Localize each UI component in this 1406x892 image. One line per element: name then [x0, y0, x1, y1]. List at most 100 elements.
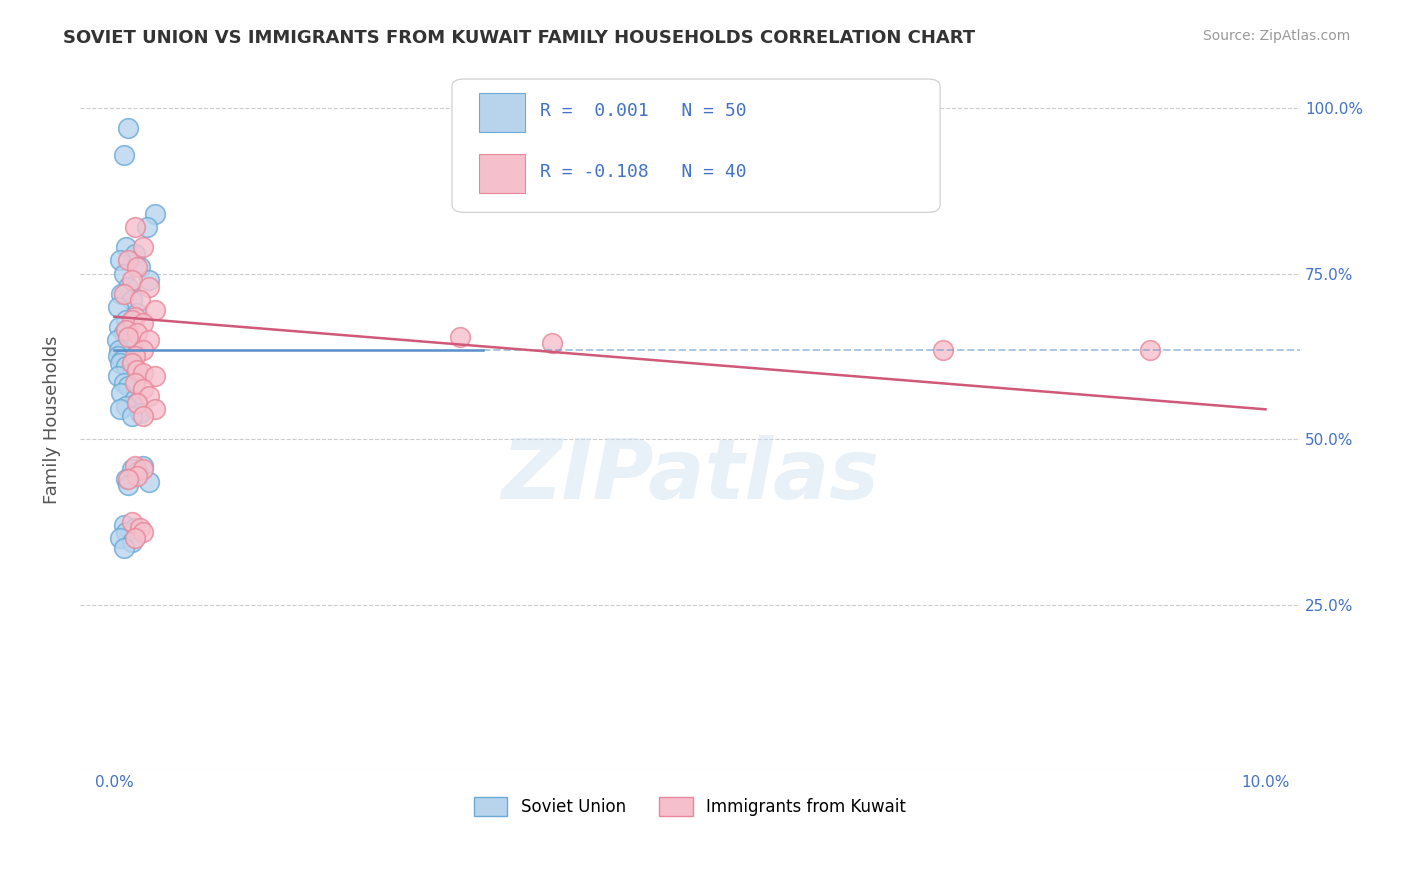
- Point: [932, 343, 955, 357]
- Point: [121, 273, 143, 287]
- Point: [115, 399, 138, 413]
- Text: R = -0.108   N = 40: R = -0.108 N = 40: [540, 162, 747, 181]
- Point: [128, 260, 150, 274]
- Point: [108, 253, 131, 268]
- Text: R =  0.001   N = 50: R = 0.001 N = 50: [540, 102, 747, 120]
- Point: [127, 326, 149, 341]
- Point: [121, 462, 143, 476]
- Y-axis label: Family Households: Family Households: [44, 335, 60, 503]
- Point: [540, 336, 562, 351]
- Text: ZIPatlas: ZIPatlas: [501, 435, 879, 516]
- Point: [128, 293, 150, 307]
- Point: [135, 220, 157, 235]
- Point: [127, 306, 149, 320]
- Point: [132, 458, 155, 473]
- Point: [112, 518, 135, 533]
- Point: [143, 369, 166, 384]
- Point: [121, 366, 143, 380]
- Point: [128, 406, 150, 420]
- Point: [117, 472, 139, 486]
- Point: [117, 379, 139, 393]
- Point: [108, 402, 131, 417]
- Point: [124, 247, 146, 261]
- Point: [112, 541, 135, 556]
- Point: [143, 402, 166, 417]
- Point: [138, 273, 160, 287]
- Point: [112, 286, 135, 301]
- Point: [127, 468, 149, 483]
- Point: [117, 478, 139, 492]
- Point: [115, 240, 138, 254]
- Point: [115, 472, 138, 486]
- Point: [132, 409, 155, 423]
- Point: [117, 121, 139, 136]
- Point: [112, 147, 135, 161]
- Point: [108, 532, 131, 546]
- Point: [449, 329, 471, 343]
- Point: [124, 350, 146, 364]
- Point: [124, 376, 146, 390]
- Point: [143, 303, 166, 318]
- FancyBboxPatch shape: [479, 93, 526, 132]
- Point: [112, 326, 135, 341]
- Point: [110, 385, 132, 400]
- Point: [132, 383, 155, 397]
- Point: [127, 395, 149, 409]
- Point: [143, 207, 166, 221]
- Point: [124, 458, 146, 473]
- Text: Source: ZipAtlas.com: Source: ZipAtlas.com: [1202, 29, 1350, 43]
- Point: [138, 333, 160, 347]
- Point: [127, 362, 149, 376]
- Point: [132, 240, 155, 254]
- Point: [112, 267, 135, 281]
- Point: [1139, 343, 1161, 357]
- Point: [117, 280, 139, 294]
- Point: [132, 462, 155, 476]
- Point: [115, 359, 138, 374]
- Point: [112, 376, 135, 390]
- Point: [108, 343, 131, 357]
- Point: [132, 343, 155, 357]
- Point: [117, 253, 139, 268]
- Point: [115, 323, 138, 337]
- FancyBboxPatch shape: [479, 154, 526, 193]
- Point: [138, 280, 160, 294]
- Point: [108, 319, 131, 334]
- Point: [132, 366, 155, 380]
- Point: [121, 515, 143, 529]
- Point: [107, 369, 129, 384]
- Point: [121, 339, 143, 353]
- Point: [117, 352, 139, 367]
- FancyBboxPatch shape: [451, 79, 941, 212]
- Point: [124, 392, 146, 407]
- Point: [138, 475, 160, 490]
- Point: [124, 310, 146, 324]
- Point: [107, 300, 129, 314]
- Point: [115, 524, 138, 539]
- Point: [121, 356, 143, 370]
- Point: [110, 346, 132, 360]
- Point: [108, 356, 131, 370]
- Point: [110, 286, 132, 301]
- Point: [121, 293, 143, 307]
- Point: [124, 220, 146, 235]
- Point: [124, 521, 146, 535]
- Point: [138, 389, 160, 403]
- Point: [105, 333, 128, 347]
- Point: [132, 524, 155, 539]
- Legend: Soviet Union, Immigrants from Kuwait: Soviet Union, Immigrants from Kuwait: [465, 789, 914, 825]
- Point: [121, 409, 143, 423]
- Point: [121, 534, 143, 549]
- Point: [128, 521, 150, 535]
- Text: SOVIET UNION VS IMMIGRANTS FROM KUWAIT FAMILY HOUSEHOLDS CORRELATION CHART: SOVIET UNION VS IMMIGRANTS FROM KUWAIT F…: [63, 29, 976, 46]
- Point: [132, 316, 155, 330]
- Point: [117, 329, 139, 343]
- Point: [124, 532, 146, 546]
- Point: [111, 352, 134, 367]
- Point: [107, 350, 129, 364]
- Point: [121, 313, 143, 327]
- Point: [127, 465, 149, 479]
- Point: [115, 313, 138, 327]
- Point: [127, 260, 149, 274]
- Point: [127, 395, 149, 409]
